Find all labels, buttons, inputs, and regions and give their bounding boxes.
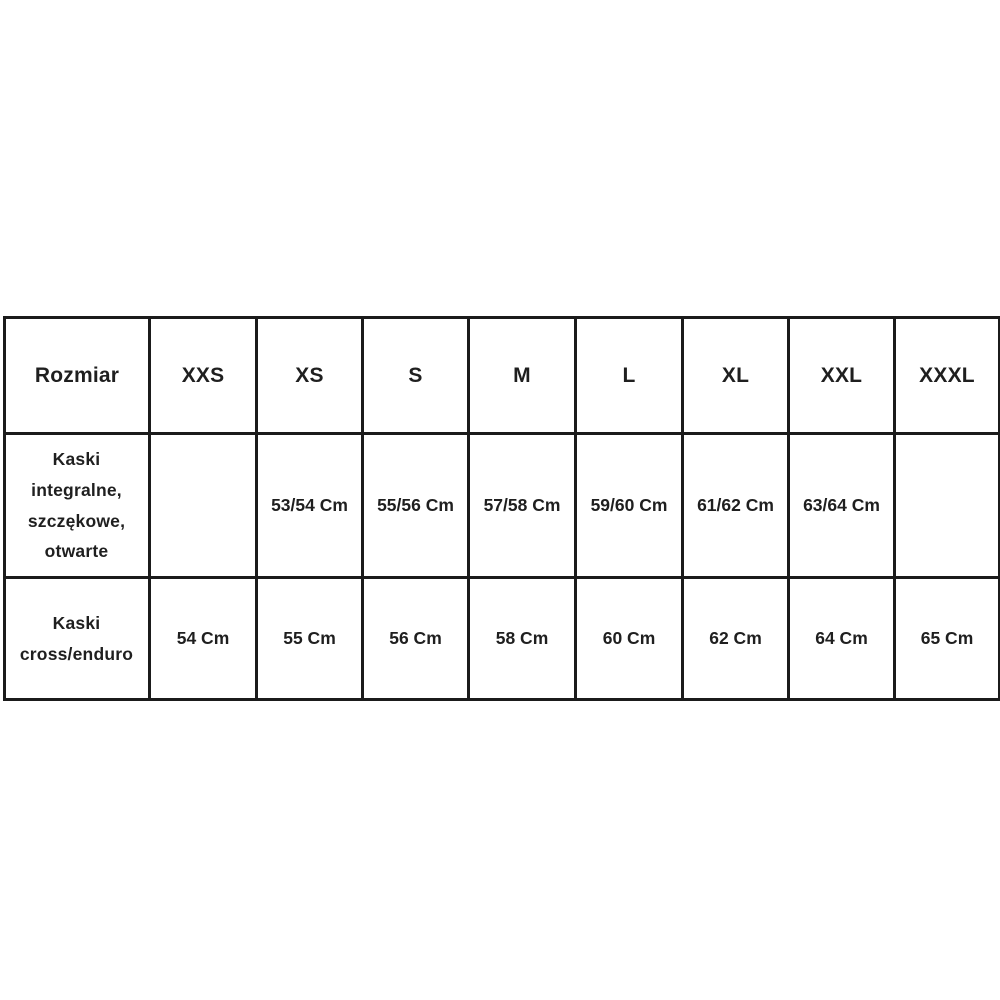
cell-cross-xxxl: 65 Cm — [893, 576, 1000, 701]
header-cell-m: M — [467, 316, 577, 435]
cell-cross-m: 58 Cm — [467, 576, 577, 701]
header-cell-xxxl: XXXL — [893, 316, 1000, 435]
cell-integral-l: 59/60 Cm — [574, 432, 684, 579]
table-row-integral-helmets: Kaski integralne, szczękowe, otwarte 53/… — [3, 432, 1000, 579]
cell-cross-xl: 62 Cm — [681, 576, 790, 701]
cell-cross-xs: 55 Cm — [255, 576, 364, 701]
header-row: Rozmiar XXS XS S M L XL XXL XXXL — [3, 316, 1000, 435]
header-cell-xs: XS — [255, 316, 364, 435]
cell-cross-xxl: 64 Cm — [787, 576, 896, 701]
cell-integral-xxs — [148, 432, 258, 579]
cell-integral-xl: 61/62 Cm — [681, 432, 790, 579]
helmet-size-table: Rozmiar XXS XS S M L XL XXL XXXL Kaski i… — [3, 316, 1000, 701]
header-cell-rozmiar: Rozmiar — [3, 316, 151, 435]
row-label-integral: Kaski integralne, szczękowe, otwarte — [3, 432, 151, 579]
cell-integral-xs: 53/54 Cm — [255, 432, 364, 579]
cell-integral-xxl: 63/64 Cm — [787, 432, 896, 579]
table-row-cross-enduro-helmets: Kaski cross/enduro 54 Cm 55 Cm 56 Cm 58 … — [3, 576, 1000, 701]
header-cell-l: L — [574, 316, 684, 435]
header-cell-s: S — [361, 316, 470, 435]
cell-cross-l: 60 Cm — [574, 576, 684, 701]
header-cell-xxl: XXL — [787, 316, 896, 435]
cell-cross-xxs: 54 Cm — [148, 576, 258, 701]
row-label-cross-enduro: Kaski cross/enduro — [3, 576, 151, 701]
header-cell-xxs: XXS — [148, 316, 258, 435]
cell-integral-s: 55/56 Cm — [361, 432, 470, 579]
header-cell-xl: XL — [681, 316, 790, 435]
cell-integral-xxxl — [893, 432, 1000, 579]
cell-cross-s: 56 Cm — [361, 576, 470, 701]
cell-integral-m: 57/58 Cm — [467, 432, 577, 579]
size-chart-container: Rozmiar XXS XS S M L XL XXL XXXL Kaski i… — [3, 316, 1000, 701]
